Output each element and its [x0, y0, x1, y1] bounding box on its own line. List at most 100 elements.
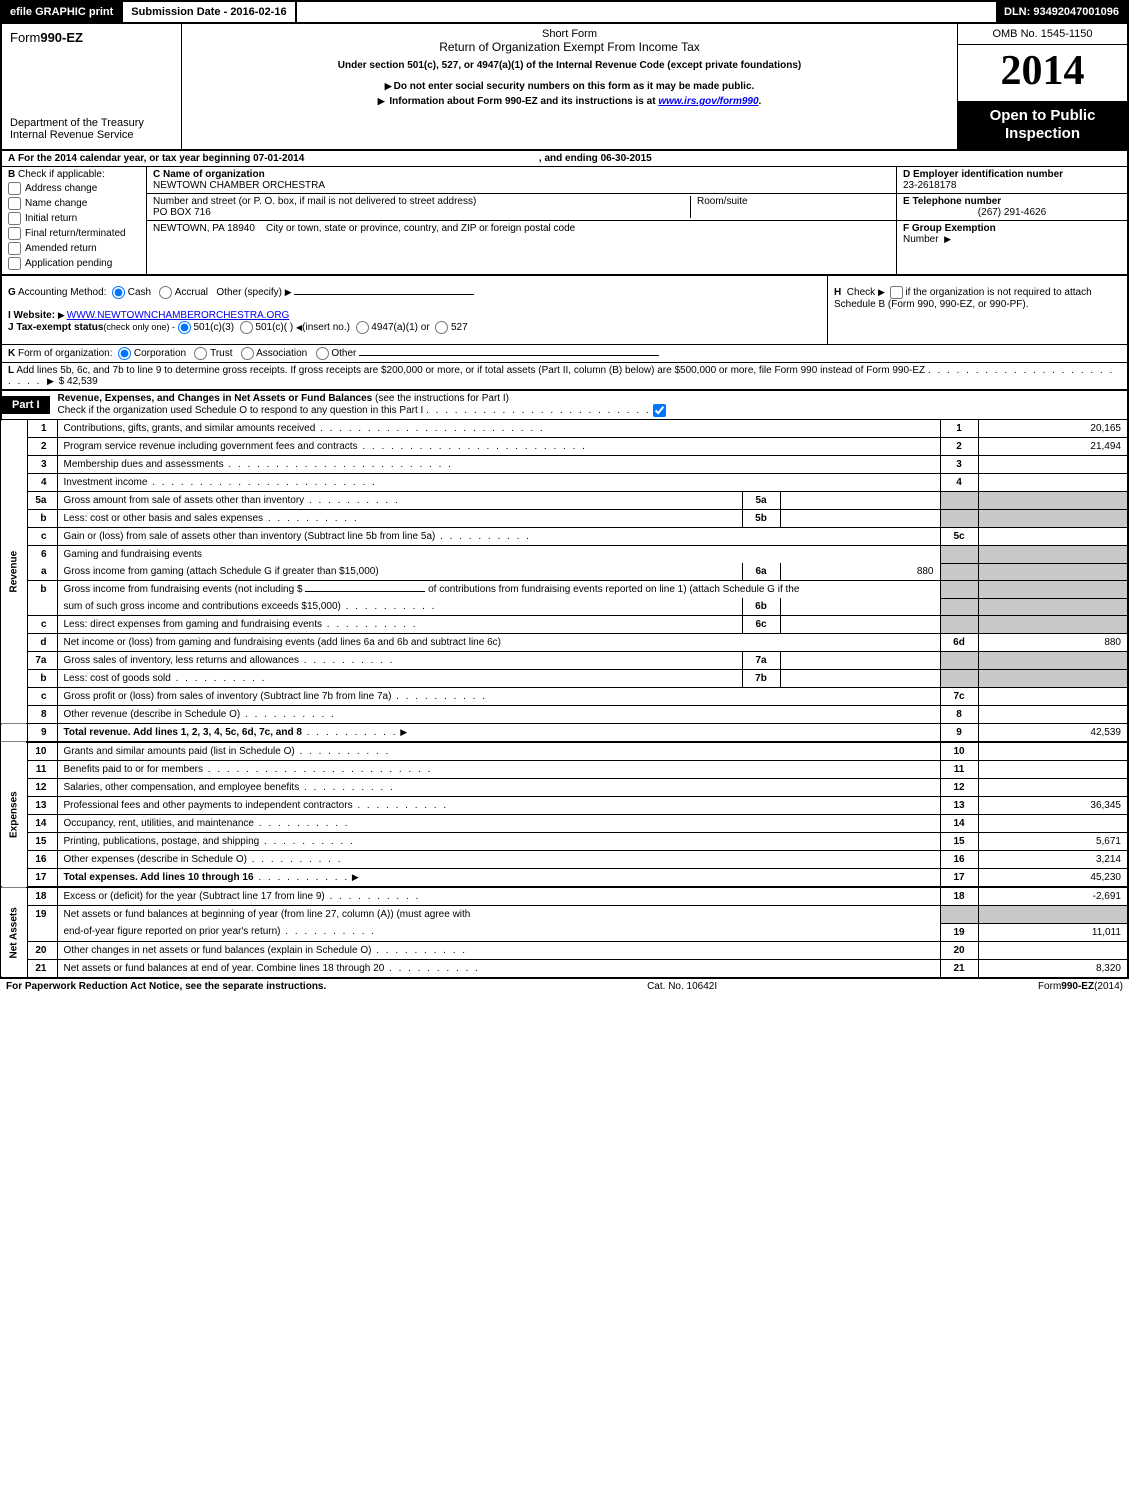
g-label: G [8, 287, 16, 298]
ln: 19 [27, 906, 57, 924]
note-2: Information about Form 990-EZ and its in… [192, 96, 947, 107]
irs-link-text: www.irs.gov/form990 [658, 96, 758, 107]
footer-mid: Cat. No. 10642I [647, 981, 717, 992]
t: Total revenue. Add lines 1, 2, 3, 4, 5c,… [64, 727, 302, 738]
num: 11 [940, 761, 978, 779]
radio-4947[interactable] [356, 321, 369, 334]
num: 15 [940, 833, 978, 851]
phone-value: (267) 291-4626 [903, 207, 1121, 218]
num: 8 [940, 706, 978, 724]
t: Other changes in net assets or fund bala… [64, 945, 372, 956]
lbl-app-pending: Application pending [25, 258, 112, 269]
arrow-icon [385, 81, 394, 92]
lbl-final-return: Final return/terminated [25, 228, 126, 239]
chk-app-pending[interactable] [8, 257, 21, 270]
val [978, 706, 1128, 724]
ln: 20 [27, 941, 57, 959]
table-row: 15 Printing, publications, postage, and … [1, 833, 1128, 851]
footer-right-pre: Form [1038, 981, 1061, 992]
chk-final-return[interactable] [8, 227, 21, 240]
val-shaded [978, 581, 1128, 599]
table-row: a Gross income from gaming (attach Sched… [1, 563, 1128, 581]
lbl-corp: Corporation [134, 348, 186, 359]
chk-initial-return[interactable] [8, 212, 21, 225]
radio-501c3[interactable] [178, 321, 191, 334]
val-shaded [978, 492, 1128, 510]
val [978, 528, 1128, 546]
chk-name-change[interactable] [8, 197, 21, 210]
chk-schedule-o[interactable] [653, 404, 666, 417]
line-h: H Check if the organization is not requi… [827, 276, 1127, 344]
num-shaded [940, 510, 978, 528]
lbl-other: Other (specify) [216, 287, 282, 298]
efile-print-button[interactable]: efile GRAPHIC print [2, 2, 123, 22]
mid: 7a [742, 652, 780, 670]
ln [27, 923, 57, 941]
part1-desc: Revenue, Expenses, and Changes in Net As… [50, 391, 1127, 419]
num-shaded [940, 492, 978, 510]
city-value: NEWTOWN, PA 18940 [153, 223, 255, 234]
table-row: 20 Other changes in net assets or fund b… [1, 941, 1128, 959]
lbl-assoc: Association [256, 348, 307, 359]
val: 36,345 [978, 797, 1128, 815]
num: 17 [940, 869, 978, 888]
desc: Contributions, gifts, grants, and simila… [57, 420, 940, 438]
side-revenue: Revenue [1, 420, 27, 724]
t: Printing, publications, postage, and shi… [64, 836, 260, 847]
radio-trust[interactable] [194, 347, 207, 360]
val: 8,320 [978, 959, 1128, 978]
ln: 5a [27, 492, 57, 510]
table-row: d Net income or (loss) from gaming and f… [1, 634, 1128, 652]
dots [391, 691, 487, 702]
mid: 6c [742, 616, 780, 634]
radio-corp[interactable] [118, 347, 131, 360]
chk-amended-return[interactable] [8, 242, 21, 255]
radio-other-org[interactable] [316, 347, 329, 360]
num-shaded [940, 906, 978, 924]
t: Investment income [64, 477, 148, 488]
num: 19 [940, 923, 978, 941]
arrow-icon [352, 872, 361, 883]
ln: c [27, 616, 57, 634]
table-row: 12 Salaries, other compensation, and emp… [1, 779, 1128, 797]
t: Professional fees and other payments to … [64, 800, 353, 811]
val: 11,011 [978, 923, 1128, 941]
t: Program service revenue including govern… [64, 441, 358, 452]
radio-527[interactable] [435, 321, 448, 334]
mid: 6a [742, 563, 780, 581]
box-b-heading: Check if applicable: [18, 169, 105, 180]
side-net-assets: Net Assets [1, 887, 27, 978]
radio-501c[interactable] [240, 321, 253, 334]
ln: 2 [27, 438, 57, 456]
dots [147, 477, 376, 488]
table-row: Net Assets 18 Excess or (deficit) for th… [1, 887, 1128, 906]
k-label: K [8, 348, 15, 359]
chk-schedule-b[interactable] [890, 286, 903, 299]
website-link[interactable]: WWW.NEWTOWNCHAMBERORCHESTRA.ORG [67, 310, 290, 321]
irs-link[interactable]: www.irs.gov/form990 [658, 96, 758, 107]
dots [299, 655, 395, 666]
midval [780, 510, 940, 528]
ln: 1 [27, 420, 57, 438]
desc: Gross income from fundraising events (no… [57, 581, 940, 599]
ln: 10 [27, 742, 57, 761]
table-row: Expenses 10 Grants and similar amounts p… [1, 742, 1128, 761]
radio-assoc[interactable] [241, 347, 254, 360]
val-shaded [978, 670, 1128, 688]
radio-cash[interactable] [112, 286, 125, 299]
desc: Net assets or fund balances at end of ye… [57, 959, 940, 978]
box-e-label: E Telephone number [903, 196, 1001, 207]
ln: 13 [27, 797, 57, 815]
t: Total expenses. Add lines 10 through 16 [64, 872, 254, 883]
radio-accrual[interactable] [159, 286, 172, 299]
table-row: 21 Net assets or fund balances at end of… [1, 959, 1128, 978]
num-shaded [940, 598, 978, 616]
desc: Excess or (deficit) for the year (Subtra… [57, 887, 940, 906]
desc: Less: cost or other basis and sales expe… [57, 510, 742, 528]
num: 13 [940, 797, 978, 815]
dots [240, 709, 336, 720]
chk-address-change[interactable] [8, 182, 21, 195]
t: Less: cost of goods sold [64, 673, 171, 684]
ln [27, 598, 57, 616]
dots [247, 854, 343, 865]
